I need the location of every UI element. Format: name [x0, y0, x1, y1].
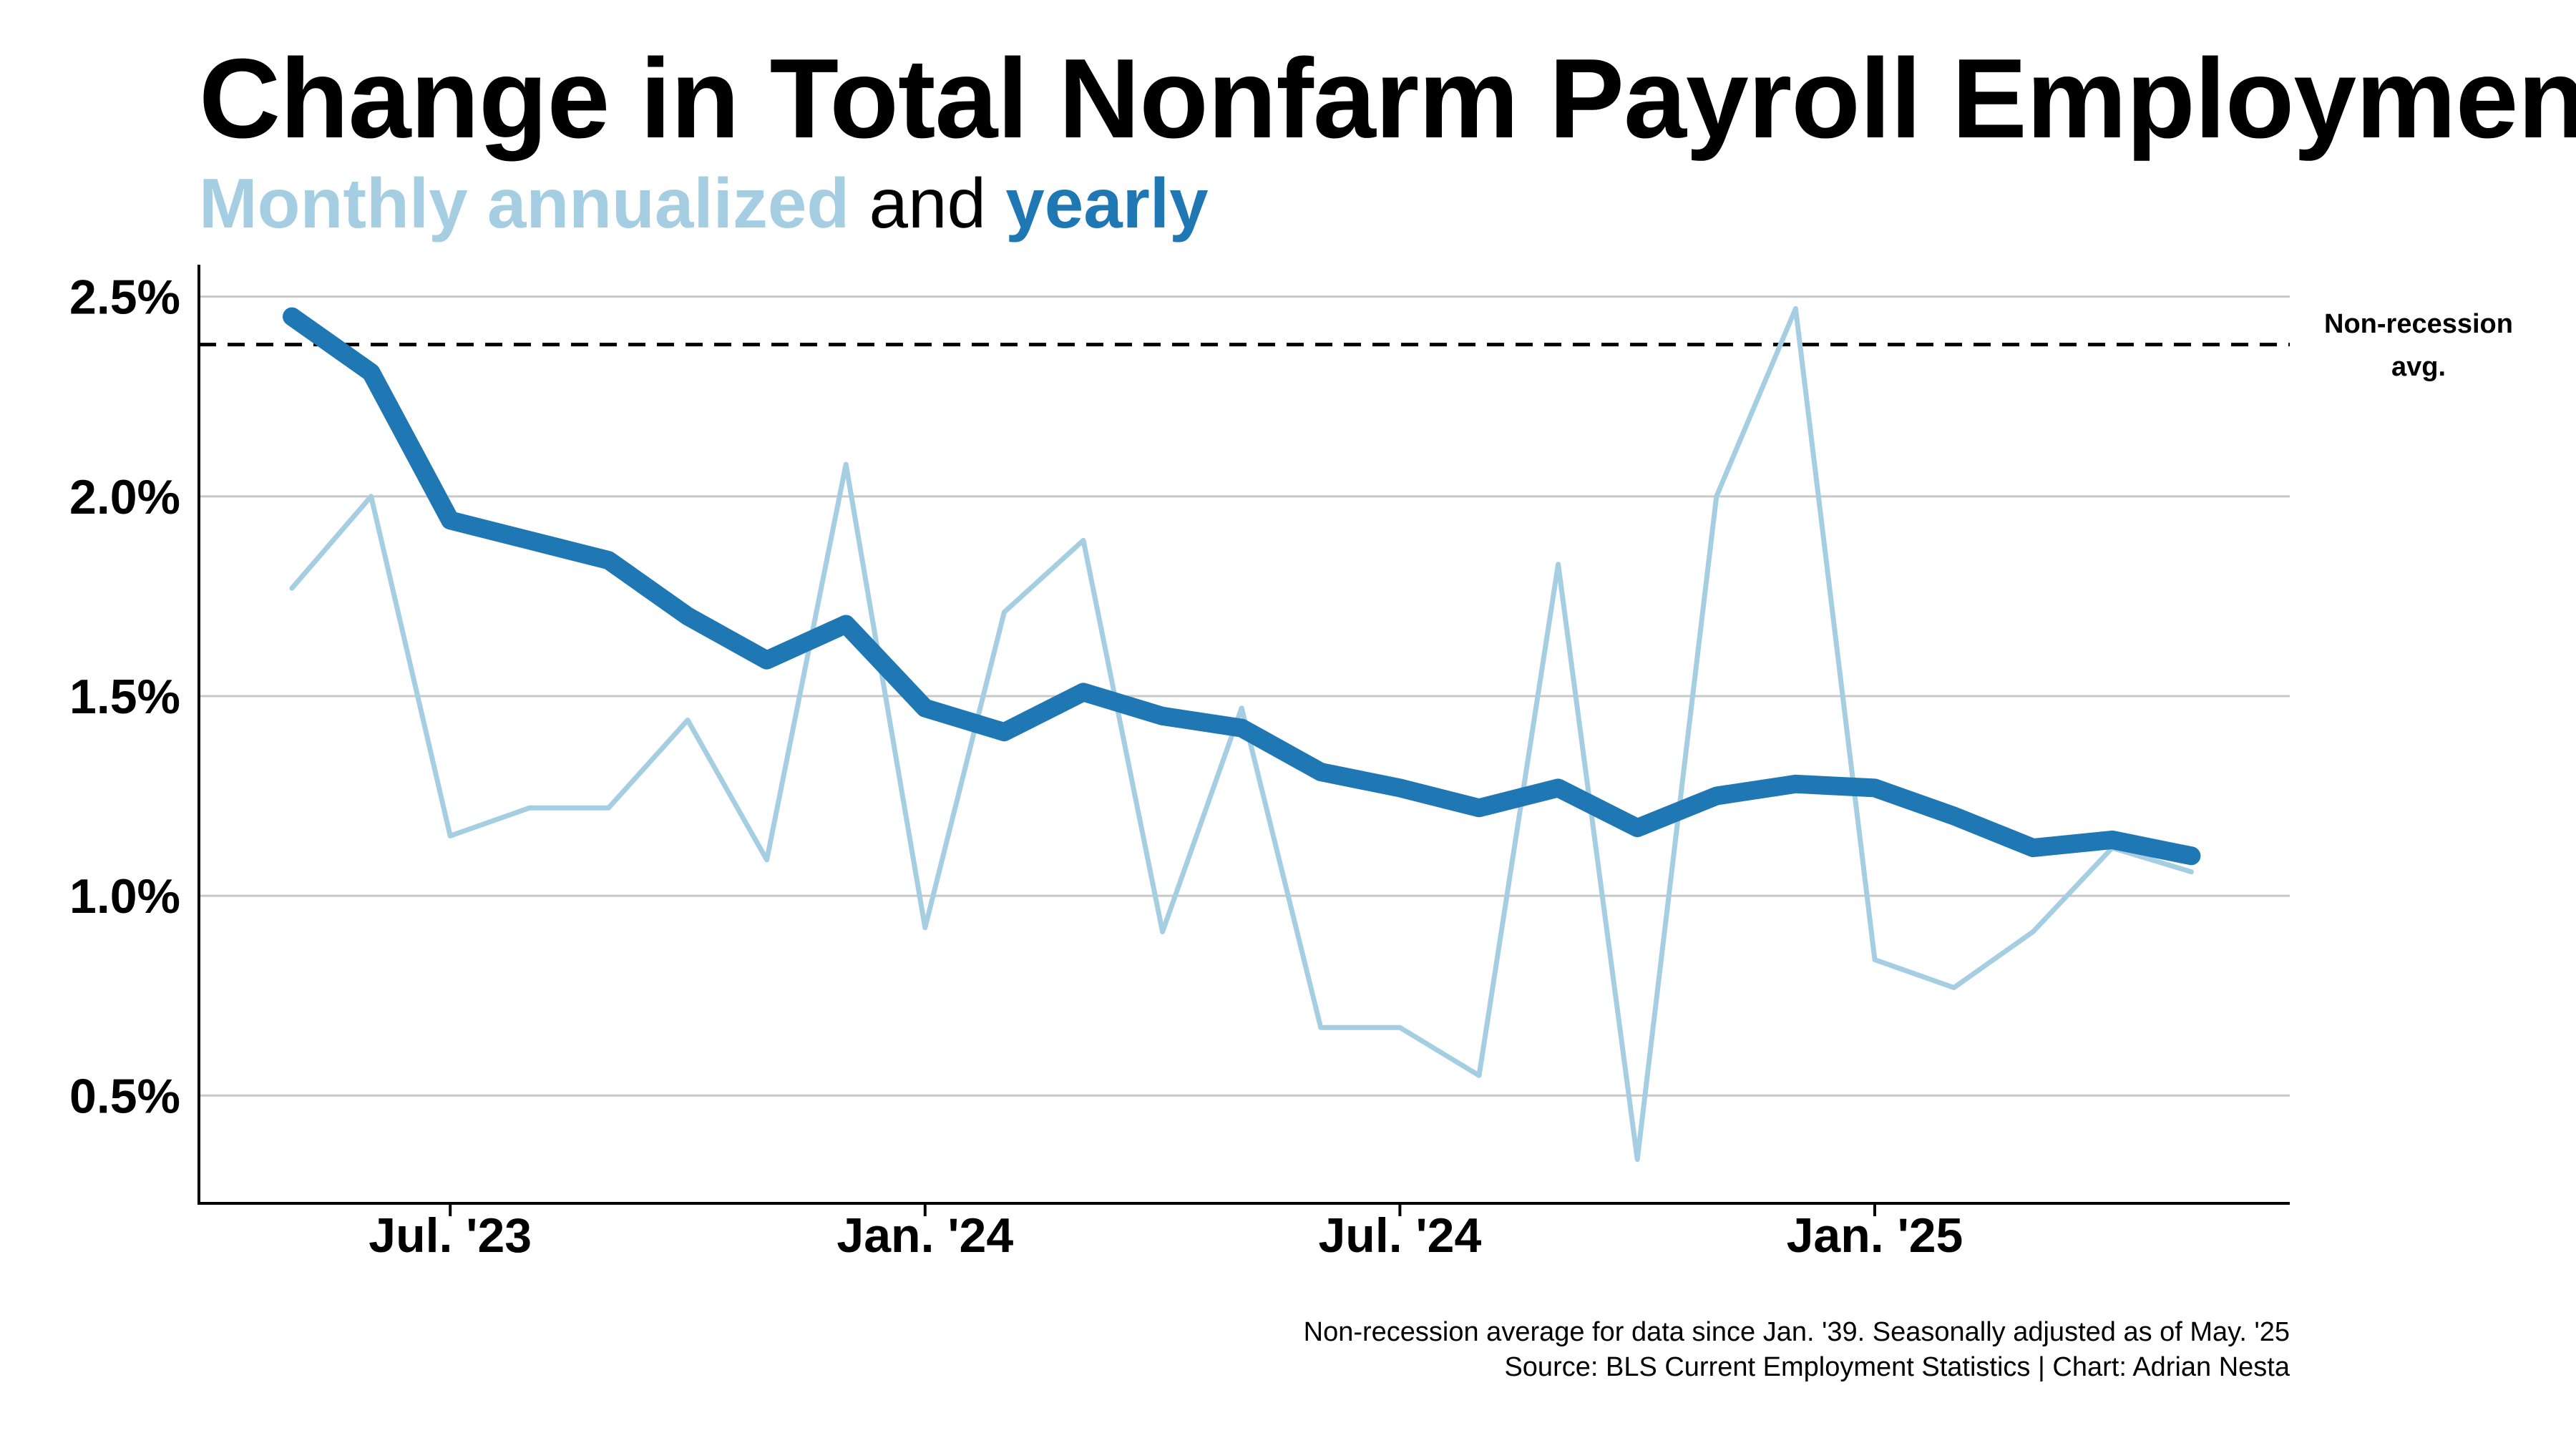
chart-footer: Non-recession average for data since Jan… [1304, 1315, 2290, 1386]
footer-source: Source: BLS Current Employment Statistic… [1504, 1352, 2290, 1383]
gridlines [199, 295, 2290, 1097]
subtitle-and: and [869, 164, 986, 243]
chart-title: Change in Total Nonfarm Payroll Employme… [199, 36, 2576, 162]
yearly-line [283, 307, 2201, 866]
footer-note: Non-recession average for data since Jan… [1303, 1317, 2290, 1347]
axes [197, 265, 2290, 1216]
series-group [283, 305, 2201, 1163]
y-tick-label: 2.0% [69, 470, 180, 524]
x-tick-label: Jan. '25 [1787, 1208, 1963, 1263]
chart-subtitle: Monthly annualized and yearly [199, 163, 1209, 244]
x-tick-label: Jul. '24 [1318, 1208, 1481, 1263]
y-tick-label: 0.5% [69, 1069, 180, 1123]
y-tick-label: 2.5% [69, 270, 180, 325]
reference-label-line2: avg. [2391, 352, 2446, 382]
x-tick-label: Jul. '23 [369, 1208, 532, 1263]
reference-label-line1: Non-recession [2324, 309, 2513, 339]
y-tick-label: 1.0% [69, 869, 180, 924]
reference-line-group: Non-recession avg. [199, 309, 2513, 382]
y-tick-label: 1.5% [69, 670, 180, 724]
tick-labels: 0.5% 1.0% 1.5% 2.0% 2.5% Jul. '23 Jan. '24 Jul.… [69, 270, 1963, 1263]
subtitle-yearly-legend: yearly [1005, 164, 1209, 243]
x-tick-label: Jan. '24 [836, 1208, 1013, 1263]
subtitle-monthly-legend: Monthly annualized [199, 164, 850, 243]
